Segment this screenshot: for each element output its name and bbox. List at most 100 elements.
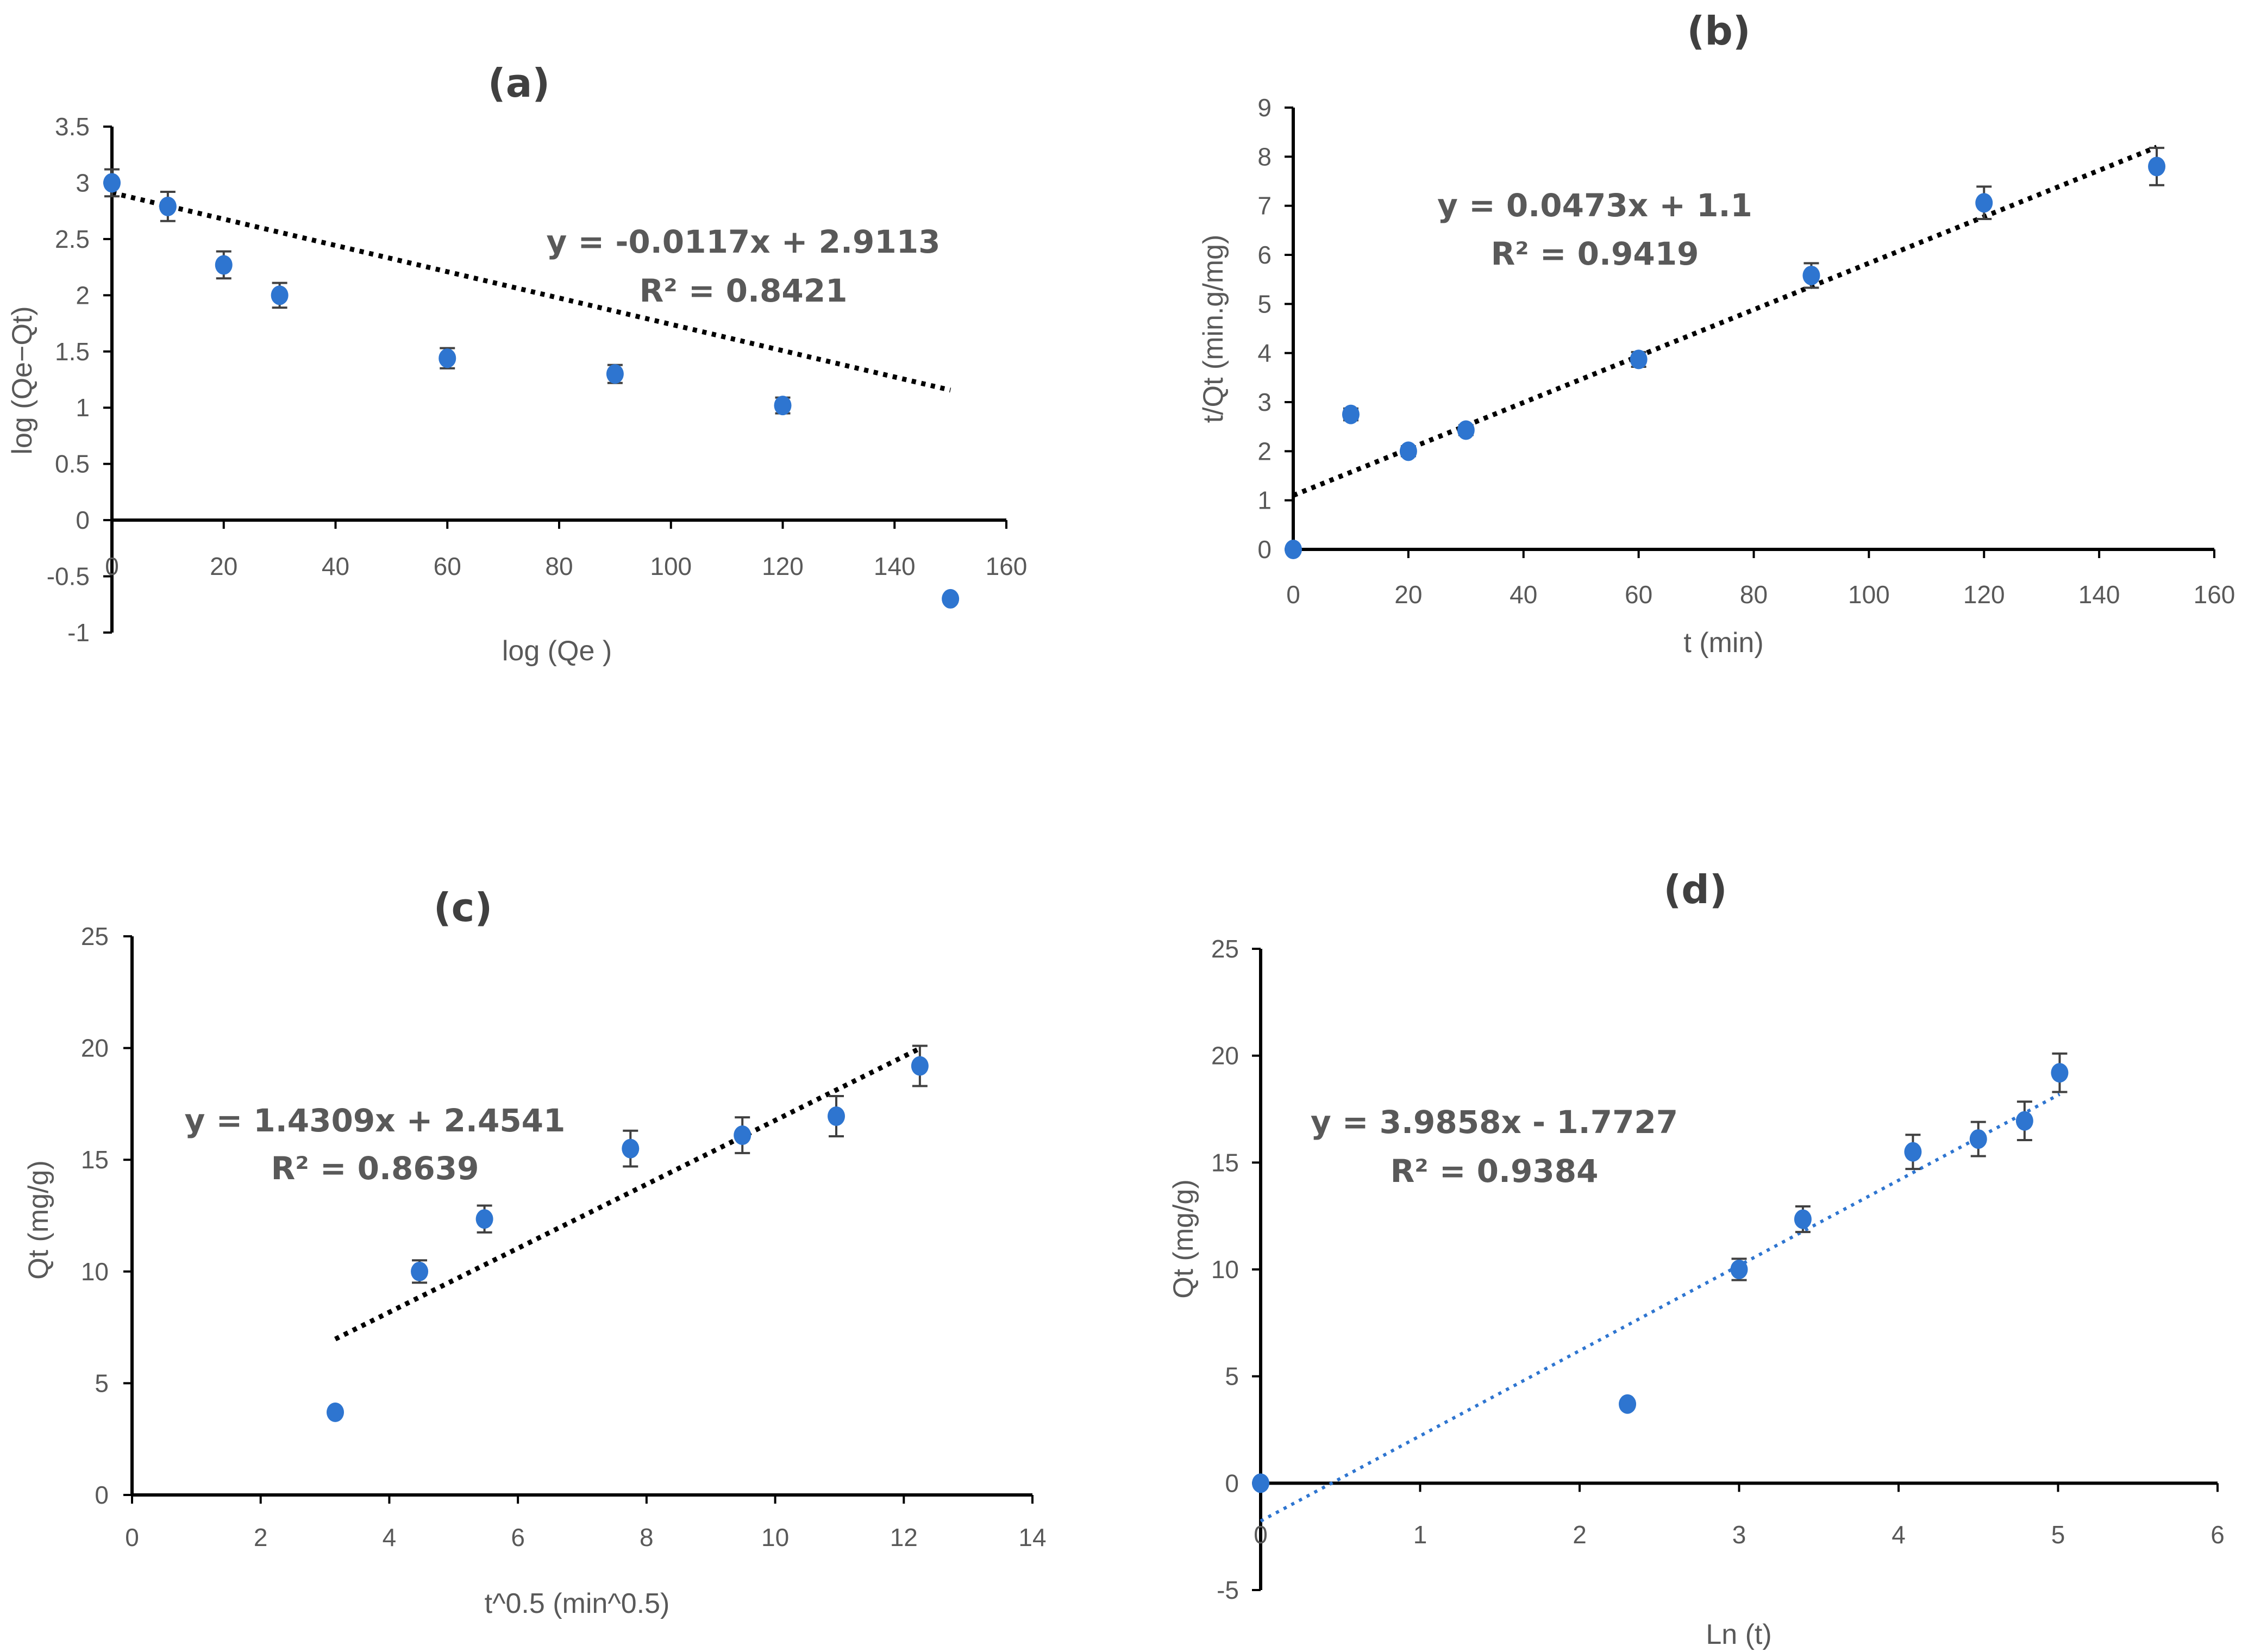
y-tick-label-d: 5 xyxy=(1225,1362,1239,1391)
y-tick-label-a: -0.5 xyxy=(47,562,90,591)
y-tick-label-a: 0.5 xyxy=(55,450,90,478)
chart-title-d: (d) xyxy=(1663,867,1727,912)
data-point-a xyxy=(215,255,233,275)
x-tick-label-d: 0 xyxy=(1254,1520,1268,1549)
data-point-b xyxy=(1342,404,1360,424)
data-point-a xyxy=(942,589,960,609)
data-point-d xyxy=(1904,1142,1922,1162)
y-tick-label-d: -5 xyxy=(1217,1576,1239,1604)
x-tick-label-b: 160 xyxy=(2194,580,2235,609)
y-tick-label-a: -1 xyxy=(67,618,90,647)
x-axis-label-d: Ln (t) xyxy=(1706,1619,1771,1650)
y-tick-label-b: 2 xyxy=(1257,437,1272,465)
data-point-b xyxy=(2148,157,2166,177)
data-point-c xyxy=(475,1209,493,1229)
x-tick-label-d: 2 xyxy=(1573,1520,1587,1549)
r-squared-d: R² = 0.9384 xyxy=(1391,1153,1599,1190)
r-squared-a: R² = 0.8421 xyxy=(640,272,848,309)
x-tick-label-d: 4 xyxy=(1892,1520,1906,1549)
y-tick-label-b: 8 xyxy=(1257,142,1272,171)
y-axis-label-a: log (Qe−Qt) xyxy=(7,306,38,454)
x-tick-label-a: 80 xyxy=(545,552,573,580)
x-tick-label-c: 0 xyxy=(125,1523,139,1551)
data-point-b xyxy=(1285,540,1302,559)
r-squared-c: R² = 0.8639 xyxy=(271,1150,479,1187)
data-point-d xyxy=(1794,1209,1812,1229)
x-tick-label-b: 60 xyxy=(1625,580,1652,609)
data-point-d xyxy=(2051,1063,2069,1083)
x-tick-label-c: 4 xyxy=(383,1523,397,1551)
x-tick-label-a: 100 xyxy=(650,552,692,580)
y-tick-label-a: 1.5 xyxy=(55,337,90,366)
x-tick-label-c: 8 xyxy=(640,1523,654,1551)
y-tick-label-a: 0 xyxy=(76,506,90,534)
x-tick-label-a: 60 xyxy=(434,552,461,580)
y-tick-label-b: 1 xyxy=(1257,486,1272,515)
x-tick-label-b: 100 xyxy=(1848,580,1890,609)
y-axis-label-b: t/Qt (min.g/mg) xyxy=(1198,235,1229,423)
x-tick-label-b: 140 xyxy=(2078,580,2120,609)
y-tick-label-c: 5 xyxy=(95,1369,109,1397)
y-tick-label-b: 9 xyxy=(1257,93,1272,122)
data-point-c xyxy=(828,1106,846,1127)
data-point-b xyxy=(1457,420,1475,440)
data-point-a xyxy=(439,348,456,368)
data-point-a xyxy=(103,173,121,193)
x-tick-label-b: 80 xyxy=(1740,580,1768,609)
y-tick-label-d: 15 xyxy=(1211,1148,1239,1177)
x-tick-label-c: 10 xyxy=(761,1523,789,1551)
r-squared-b: R² = 0.9419 xyxy=(1491,235,1699,272)
y-tick-label-d: 25 xyxy=(1211,935,1239,963)
x-tick-label-b: 120 xyxy=(1963,580,2005,609)
x-tick-label-d: 1 xyxy=(1413,1520,1427,1549)
equation-c: y = 1.4309x + 2.4541 xyxy=(185,1102,566,1139)
x-tick-label-a: 40 xyxy=(322,552,349,580)
data-point-d xyxy=(1730,1260,1748,1279)
chart-c: (c) 0 5 10 15 20 25 0 2 4 6 8 10 12 14 t^0.5 (min^0.5) Q… xyxy=(23,885,1047,1619)
x-tick-label-a: 160 xyxy=(986,552,1028,580)
y-tick-label-b: 4 xyxy=(1257,339,1272,367)
x-tick-label-a: 20 xyxy=(210,552,237,580)
y-tick-label-c: 25 xyxy=(81,922,109,950)
data-point-d xyxy=(1969,1129,1987,1149)
chart-a: (a) -1 -0.5 0 0.5 1 1.5 2 2.5 3 3.5 0 20 40 60 80 100 120… xyxy=(7,60,1027,667)
data-point-c xyxy=(911,1056,929,1076)
x-tick-label-b: 0 xyxy=(1286,580,1300,609)
x-tick-label-d: 3 xyxy=(1732,1520,1746,1549)
x-tick-label-d: 6 xyxy=(2210,1520,2225,1549)
x-tick-label-a: 120 xyxy=(762,552,804,580)
data-point-c xyxy=(411,1261,429,1281)
data-point-d xyxy=(1252,1473,1269,1493)
data-point-a xyxy=(774,396,792,416)
y-tick-label-a: 2.5 xyxy=(55,225,90,253)
x-axis-label-b: t (min) xyxy=(1683,627,1763,659)
equation-d: y = 3.9858x - 1.7727 xyxy=(1311,1104,1678,1141)
chart-title-a: (a) xyxy=(488,60,550,106)
data-point-b xyxy=(1399,441,1417,461)
equation-b: y = 0.0473x + 1.1 xyxy=(1437,187,1752,224)
y-tick-label-b: 3 xyxy=(1257,388,1272,416)
trendline-a xyxy=(111,190,951,393)
trendline-c xyxy=(334,1046,921,1342)
data-point-c xyxy=(622,1138,640,1159)
chart-title-b: (b) xyxy=(1687,8,1750,54)
y-tick-label-c: 10 xyxy=(81,1257,109,1286)
data-point-a xyxy=(159,196,177,216)
y-tick-label-c: 15 xyxy=(81,1146,109,1174)
x-tick-label-c: 14 xyxy=(1018,1523,1046,1551)
data-point-b xyxy=(1802,265,1820,285)
y-tick-label-b: 0 xyxy=(1257,535,1272,564)
y-tick-label-d: 20 xyxy=(1211,1042,1239,1070)
y-tick-label-a: 3.5 xyxy=(55,112,90,141)
data-point-b xyxy=(1630,349,1648,370)
chart-d: (d) -5 0 5 10 15 20 25 0 1 2 3 4 5 6 Ln (t) Qt (mg/g) y =… xyxy=(1168,867,2225,1650)
data-point-a xyxy=(271,285,289,305)
equation-a: y = -0.0117x + 2.9113 xyxy=(547,223,941,260)
chart-title-c: (c) xyxy=(434,885,493,930)
trendline-b xyxy=(1292,145,2158,498)
y-tick-label-d: 0 xyxy=(1225,1469,1239,1497)
data-point-c xyxy=(734,1125,751,1145)
y-tick-label-b: 5 xyxy=(1257,290,1272,318)
y-axis-label-c: Qt (mg/g) xyxy=(23,1160,54,1280)
